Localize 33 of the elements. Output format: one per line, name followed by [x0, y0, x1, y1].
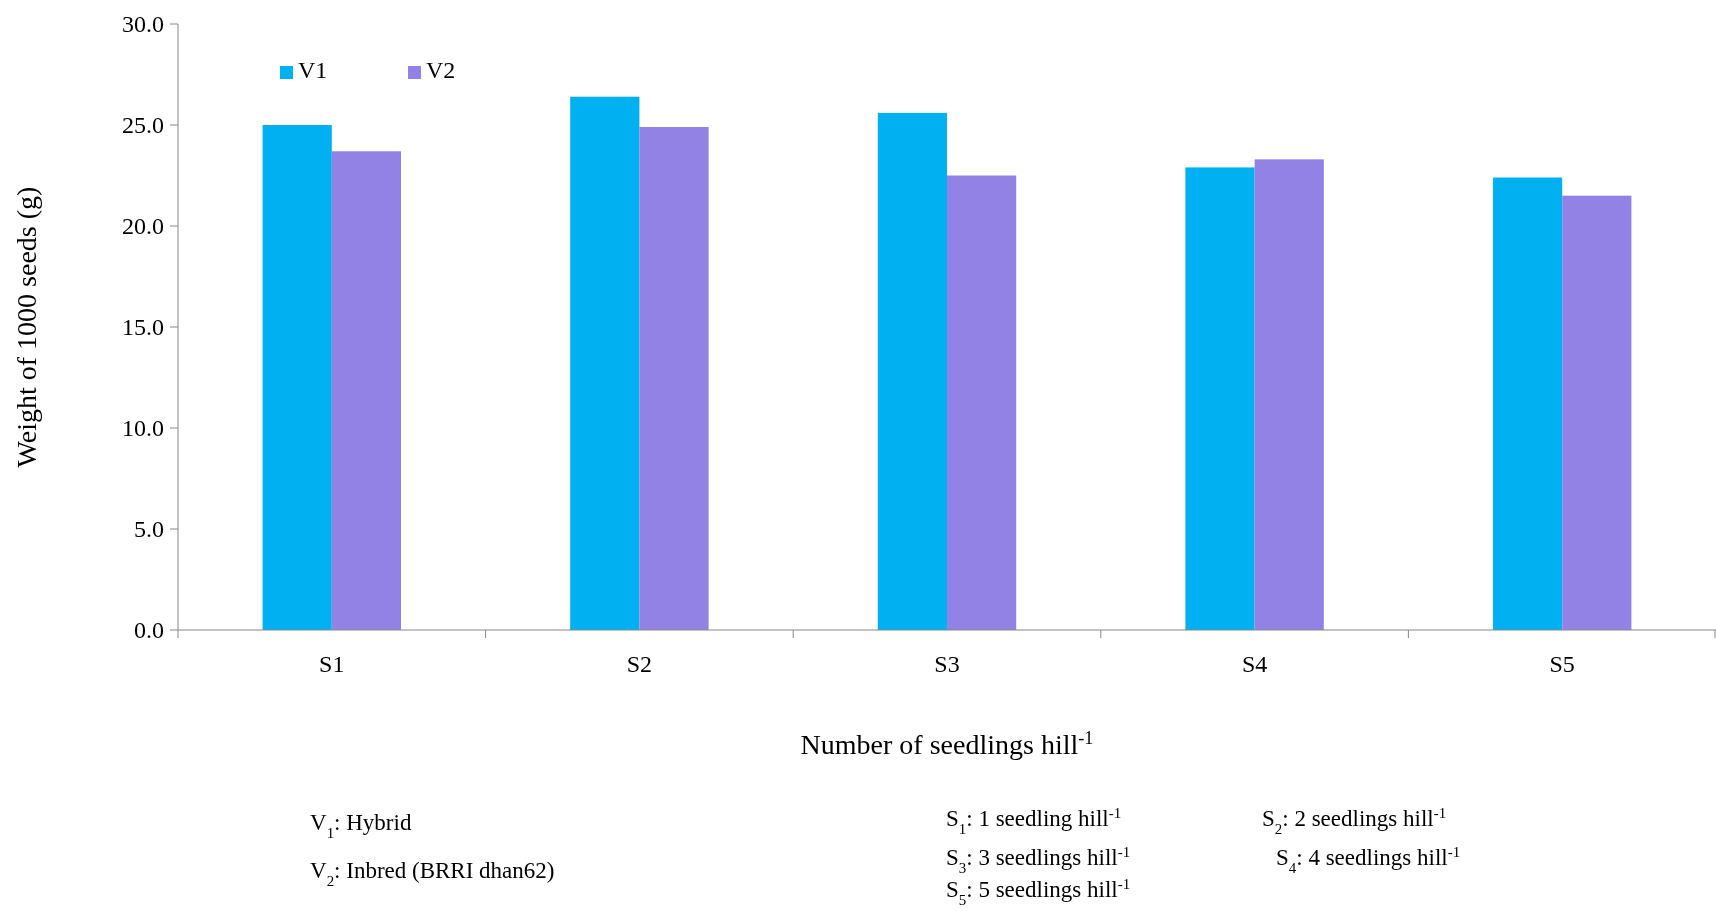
text: S$_{2}$: 2 seedlings hill$^{-1}$: [1262, 805, 1447, 837]
bar: [1492, 177, 1563, 630]
text: S$_{4}$: 4 seedlings hill$^{-1}$: [1276, 844, 1461, 876]
bar: [639, 127, 709, 630]
text: S$_{1}$: 1 seedling hill$^{-1}$: [946, 805, 1122, 837]
x-tick-label: S2: [626, 651, 653, 677]
bar: [1562, 195, 1632, 630]
text: V$_{2}$: Inbred (BRRI dhan62): [310, 858, 555, 889]
x-tick-label: S1: [319, 651, 345, 677]
x-tick-label: S4: [1241, 651, 1268, 677]
bar: [570, 96, 640, 630]
x-tick-label: S3: [934, 651, 960, 677]
bar: [947, 175, 1017, 630]
text: S$_{5}$: 5 seedlings hill$^{-1}$: [946, 876, 1131, 908]
x-tick-label: S5: [1549, 651, 1575, 677]
bar: [877, 112, 947, 630]
y-tick-label: 30.0: [122, 11, 164, 38]
bar: [1254, 159, 1324, 630]
legend-label: V2: [426, 57, 456, 83]
x-axis-title: Number of seedlings hill$^{-1}$: [800, 728, 1094, 760]
bar: [262, 125, 332, 630]
y-tick-label: 15.0: [122, 314, 164, 341]
y-tick-label: 25.0: [122, 112, 164, 139]
y-tick-label: 10.0: [122, 415, 164, 442]
y-tick-label: 0.0: [134, 617, 164, 644]
bar: [1185, 167, 1255, 630]
y-tick-label: 20.0: [122, 213, 164, 240]
y-axis-title: Weight of 1000 seeds (g): [11, 186, 42, 468]
text: V$_{1}$: Hybrid: [310, 810, 412, 841]
bar: [331, 151, 402, 630]
text: S$_{3}$: 3 seedlings hill$^{-1}$: [946, 844, 1131, 876]
y-tick-label: 5.0: [134, 516, 164, 543]
legend-label: V1: [298, 57, 328, 83]
